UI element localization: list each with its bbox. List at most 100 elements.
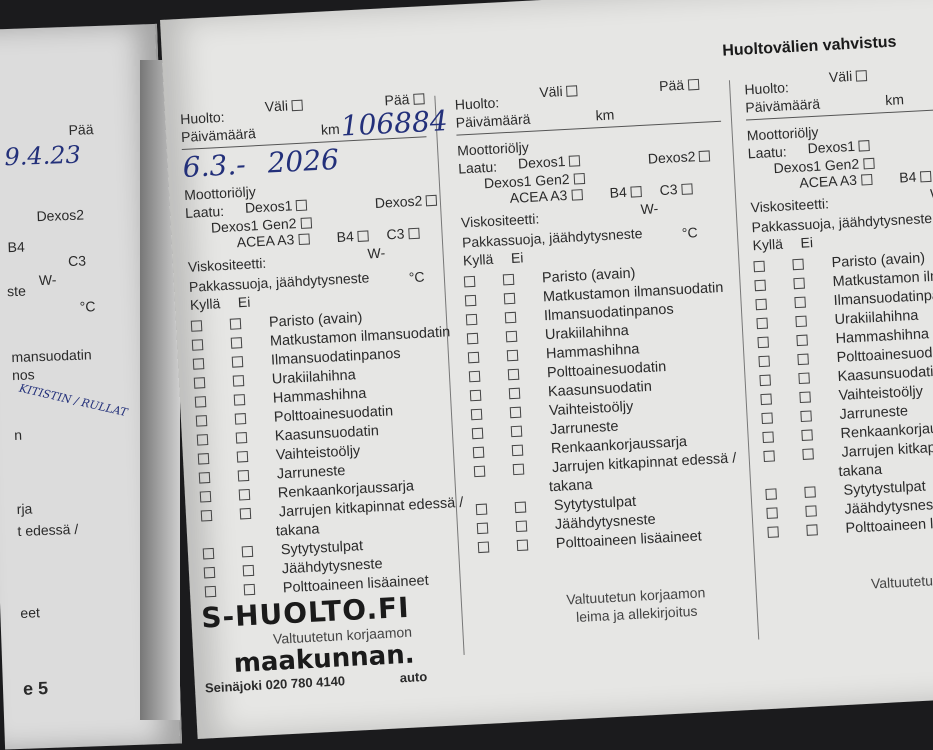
ei-checkbox[interactable] bbox=[515, 520, 528, 533]
dexos2-option-checkbox[interactable] bbox=[426, 194, 438, 207]
ei-checkbox[interactable] bbox=[502, 273, 515, 286]
b4-option-checkbox[interactable] bbox=[920, 170, 932, 183]
c3-option-checkbox[interactable] bbox=[408, 227, 420, 240]
kylla-checkbox[interactable] bbox=[193, 377, 206, 389]
ei-checkbox[interactable] bbox=[239, 507, 252, 520]
kylla-checkbox[interactable] bbox=[767, 526, 779, 538]
ei-checkbox[interactable] bbox=[506, 349, 519, 362]
paa-option-checkbox[interactable] bbox=[687, 78, 700, 91]
ei-checkbox[interactable] bbox=[238, 488, 251, 501]
ei-checkbox[interactable] bbox=[516, 539, 529, 552]
kylla-checkbox[interactable] bbox=[476, 522, 489, 535]
ei-checkbox[interactable] bbox=[505, 330, 518, 343]
ei-checkbox[interactable] bbox=[793, 277, 805, 290]
kylla-checkbox[interactable] bbox=[468, 370, 481, 383]
ei-checkbox[interactable] bbox=[507, 368, 520, 381]
ei-checkbox[interactable] bbox=[805, 505, 817, 517]
ei-checkbox[interactable] bbox=[801, 429, 813, 441]
acea-option-checkbox[interactable] bbox=[297, 233, 310, 246]
ei-checkbox[interactable] bbox=[510, 425, 523, 438]
kylla-checkbox[interactable] bbox=[753, 260, 766, 273]
ei-checkbox[interactable] bbox=[229, 318, 242, 330]
ei-checkbox[interactable] bbox=[800, 410, 812, 423]
kylla-checkbox[interactable] bbox=[465, 313, 478, 326]
kylla-checkbox[interactable] bbox=[472, 446, 485, 459]
ei-checkbox[interactable] bbox=[799, 391, 811, 404]
kylla-checkbox[interactable] bbox=[199, 490, 212, 503]
ei-checkbox[interactable] bbox=[796, 334, 808, 347]
kylla-checkbox[interactable] bbox=[467, 351, 480, 364]
dexos1gen2-option-checkbox[interactable] bbox=[300, 217, 312, 229]
vali-option-checkbox[interactable] bbox=[855, 70, 868, 82]
dexos2-option-checkbox[interactable] bbox=[699, 150, 711, 162]
kylla-checkbox[interactable] bbox=[765, 488, 777, 500]
ei-checkbox[interactable] bbox=[242, 564, 255, 577]
kylla-checkbox[interactable] bbox=[469, 389, 482, 402]
kylla-checkbox[interactable] bbox=[475, 503, 488, 516]
ei-checkbox[interactable] bbox=[512, 463, 525, 476]
kylla-checkbox[interactable] bbox=[757, 336, 769, 349]
kylla-checkbox[interactable] bbox=[758, 355, 770, 368]
ei-checkbox[interactable] bbox=[243, 583, 256, 596]
dexos1gen2-option-checkbox[interactable] bbox=[862, 157, 875, 170]
kylla-checkbox[interactable] bbox=[760, 393, 772, 406]
ei-checkbox[interactable] bbox=[234, 413, 247, 425]
ei-checkbox[interactable] bbox=[514, 501, 527, 514]
kylla-checkbox[interactable] bbox=[759, 374, 771, 387]
kylla-checkbox[interactable] bbox=[763, 450, 775, 462]
ei-checkbox[interactable] bbox=[794, 296, 806, 309]
kylla-checkbox[interactable] bbox=[754, 279, 766, 292]
kylla-checkbox[interactable] bbox=[198, 472, 211, 484]
ei-checkbox[interactable] bbox=[795, 315, 807, 328]
kylla-checkbox[interactable] bbox=[200, 509, 213, 522]
ei-checkbox[interactable] bbox=[511, 444, 524, 457]
kylla-checkbox[interactable] bbox=[195, 415, 208, 427]
acea-option-checkbox[interactable] bbox=[860, 173, 873, 186]
kylla-checkbox[interactable] bbox=[203, 566, 216, 579]
ei-checkbox[interactable] bbox=[235, 432, 248, 444]
kylla-checkbox[interactable] bbox=[194, 396, 207, 408]
ei-checkbox[interactable] bbox=[792, 258, 804, 271]
kylla-checkbox[interactable] bbox=[466, 332, 479, 345]
acea-option-checkbox[interactable] bbox=[571, 189, 583, 201]
kylla-checkbox[interactable] bbox=[471, 427, 484, 440]
ei-checkbox[interactable] bbox=[236, 451, 249, 463]
kylla-checkbox[interactable] bbox=[755, 298, 767, 311]
kylla-checkbox[interactable] bbox=[756, 317, 768, 330]
ei-checkbox[interactable] bbox=[802, 448, 814, 460]
ei-checkbox[interactable] bbox=[804, 486, 816, 498]
ei-checkbox[interactable] bbox=[508, 387, 521, 400]
kylla-checkbox[interactable] bbox=[762, 431, 774, 444]
kylla-checkbox[interactable] bbox=[192, 358, 205, 370]
ei-checkbox[interactable] bbox=[231, 356, 244, 368]
b4-option-checkbox[interactable] bbox=[630, 186, 643, 198]
ei-checkbox[interactable] bbox=[230, 337, 243, 349]
kylla-checkbox[interactable] bbox=[202, 547, 215, 560]
kylla-checkbox[interactable] bbox=[190, 320, 203, 332]
ei-checkbox[interactable] bbox=[233, 394, 246, 406]
kylla-checkbox[interactable] bbox=[766, 507, 778, 519]
kylla-checkbox[interactable] bbox=[204, 585, 217, 598]
kylla-checkbox[interactable] bbox=[197, 453, 210, 465]
ei-checkbox[interactable] bbox=[241, 545, 254, 558]
ei-checkbox[interactable] bbox=[797, 353, 809, 366]
ei-checkbox[interactable] bbox=[509, 406, 522, 419]
ei-checkbox[interactable] bbox=[806, 524, 818, 536]
kylla-checkbox[interactable] bbox=[191, 339, 204, 351]
ei-checkbox[interactable] bbox=[232, 375, 245, 387]
dexos1gen2-option-checkbox[interactable] bbox=[573, 173, 585, 185]
ei-checkbox[interactable] bbox=[798, 372, 810, 385]
kylla-checkbox[interactable] bbox=[463, 275, 476, 288]
c3-option-checkbox[interactable] bbox=[681, 183, 693, 195]
paa-option-checkbox[interactable] bbox=[413, 93, 425, 105]
kylla-checkbox[interactable] bbox=[470, 408, 483, 421]
vali-option-checkbox[interactable] bbox=[566, 85, 578, 97]
ei-checkbox[interactable] bbox=[504, 311, 517, 324]
kylla-checkbox[interactable] bbox=[196, 434, 209, 446]
dexos1-option-checkbox[interactable] bbox=[858, 140, 871, 152]
kylla-checkbox[interactable] bbox=[761, 412, 773, 425]
dexos1-option-checkbox[interactable] bbox=[296, 199, 308, 212]
kylla-checkbox[interactable] bbox=[477, 541, 490, 554]
b4-option-checkbox[interactable] bbox=[357, 230, 369, 242]
kylla-checkbox[interactable] bbox=[464, 294, 477, 307]
